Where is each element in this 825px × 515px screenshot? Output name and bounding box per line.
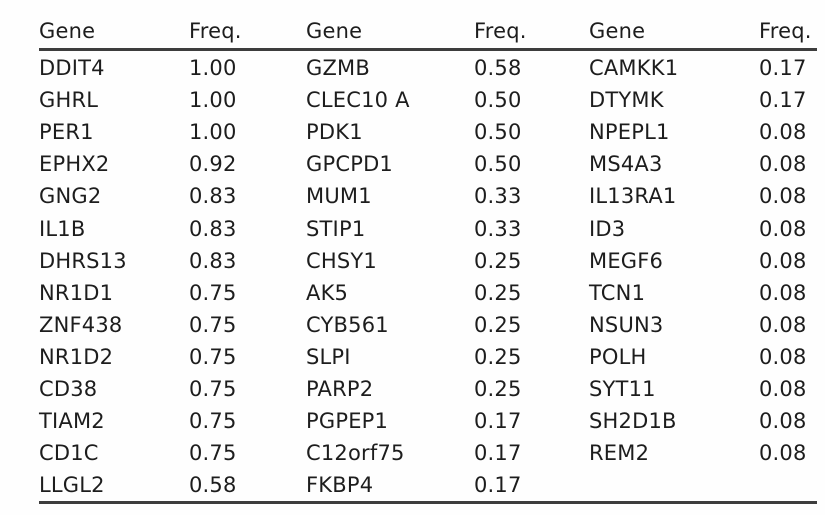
freq-cell: 0.08 bbox=[759, 120, 807, 145]
freq-cell: 0.08 bbox=[759, 409, 807, 434]
gene-cell: STIP1 bbox=[306, 216, 366, 241]
gene-cell: GZMB bbox=[306, 56, 370, 81]
freq-cell: 0.25 bbox=[474, 248, 522, 273]
gene-cell: MEGF6 bbox=[589, 248, 664, 273]
gene-cell: TCN1 bbox=[589, 280, 646, 305]
freq-cell: 0.17 bbox=[474, 441, 522, 466]
freq-cell: 0.17 bbox=[474, 473, 522, 498]
freq-cell: 0.25 bbox=[474, 376, 522, 401]
freq-cell: 0.83 bbox=[189, 248, 237, 273]
freq-cell: 0.17 bbox=[474, 409, 522, 434]
column-header-gene-2: Gene bbox=[306, 19, 363, 43]
freq-cell: 0.58 bbox=[189, 473, 237, 498]
freq-cell: 0.92 bbox=[189, 152, 237, 177]
gene-cell: REM2 bbox=[589, 441, 650, 466]
freq-cell: 1.00 bbox=[189, 88, 237, 113]
gene-cell: CD38 bbox=[39, 376, 98, 401]
gene-cell: DHRS13 bbox=[39, 248, 127, 273]
freq-cell: 0.75 bbox=[189, 409, 237, 434]
gene-cell: POLH bbox=[589, 344, 647, 369]
freq-cell: 0.17 bbox=[759, 56, 807, 81]
gene-cell: PER1 bbox=[39, 120, 94, 145]
gene-cell: TIAM2 bbox=[39, 409, 105, 434]
freq-cell bbox=[759, 469, 817, 501]
gene-cell: PARP2 bbox=[306, 376, 374, 401]
gene-cell: ZNF438 bbox=[39, 312, 123, 337]
gene-cell: DTYMK bbox=[589, 88, 664, 113]
gene-cell: NPEPL1 bbox=[589, 120, 670, 145]
freq-cell: 1.00 bbox=[189, 120, 237, 145]
freq-cell: 0.50 bbox=[474, 88, 522, 113]
bottom-rule bbox=[39, 501, 817, 504]
gene-cell: IL13RA1 bbox=[589, 184, 677, 209]
gene-cell: IL1B bbox=[39, 216, 86, 241]
freq-cell: 0.08 bbox=[759, 376, 807, 401]
gene-cell: GNG2 bbox=[39, 184, 102, 209]
gene-cell: CLEC10 A bbox=[306, 88, 410, 113]
column-header-freq-1: Freq. bbox=[189, 19, 242, 43]
column-header-freq-2: Freq. bbox=[474, 19, 527, 43]
gene-cell: SH2D1B bbox=[589, 409, 677, 434]
column-header-gene-3: Gene bbox=[589, 19, 646, 43]
freq-cell: 0.75 bbox=[189, 441, 237, 466]
gene-cell: C12orf75 bbox=[306, 441, 405, 466]
table-body: DDIT4 1.00 GZMB 0.58 CAMKK1 0.17 GHRL 1.00 CLEC1… bbox=[39, 51, 817, 501]
freq-cell: 0.08 bbox=[759, 280, 807, 305]
gene-cell: SYT11 bbox=[589, 376, 656, 401]
freq-cell: 0.50 bbox=[474, 120, 522, 145]
column-header-gene-1: Gene bbox=[39, 19, 96, 43]
gene-cell: NSUN3 bbox=[589, 312, 664, 337]
gene-cell: EPHX2 bbox=[39, 152, 110, 177]
freq-cell: 0.08 bbox=[759, 152, 807, 177]
freq-cell: 0.08 bbox=[759, 312, 807, 337]
column-header-freq-3: Freq. bbox=[759, 19, 812, 43]
freq-cell: 0.75 bbox=[189, 280, 237, 305]
gene-cell: MUM1 bbox=[306, 184, 372, 209]
freq-cell: 0.25 bbox=[474, 312, 522, 337]
freq-cell: 0.33 bbox=[474, 216, 522, 241]
gene-cell: GHRL bbox=[39, 88, 99, 113]
gene-cell: LLGL2 bbox=[39, 473, 105, 498]
gene-cell: CHSY1 bbox=[306, 248, 377, 273]
freq-cell: 0.83 bbox=[189, 216, 237, 241]
freq-cell: 0.17 bbox=[759, 88, 807, 113]
header-rule bbox=[39, 48, 817, 51]
freq-cell: 0.08 bbox=[759, 248, 807, 273]
gene-cell: CAMKK1 bbox=[589, 56, 679, 81]
gene-cell: AK5 bbox=[306, 280, 349, 305]
freq-cell: 0.75 bbox=[189, 312, 237, 337]
gene-cell: NR1D2 bbox=[39, 344, 114, 369]
gene-cell: NR1D1 bbox=[39, 280, 114, 305]
gene-cell: PDK1 bbox=[306, 120, 363, 145]
freq-cell: 0.50 bbox=[474, 152, 522, 177]
table-header-row: Gene Freq. Gene Freq. Gene Freq. bbox=[39, 0, 817, 48]
gene-cell: PGPEP1 bbox=[306, 409, 389, 434]
freq-cell: 0.08 bbox=[759, 184, 807, 209]
freq-cell: 1.00 bbox=[189, 56, 237, 81]
gene-cell: SLPI bbox=[306, 344, 351, 369]
freq-cell: 0.08 bbox=[759, 344, 807, 369]
gene-cell: CD1C bbox=[39, 441, 99, 466]
freq-cell: 0.33 bbox=[474, 184, 522, 209]
gene-frequency-table: Gene Freq. Gene Freq. Gene Freq. DDIT4 1.… bbox=[39, 0, 817, 504]
freq-cell: 0.25 bbox=[474, 344, 522, 369]
freq-cell: 0.08 bbox=[759, 216, 807, 241]
freq-cell: 0.83 bbox=[189, 184, 237, 209]
gene-cell: MS4A3 bbox=[589, 152, 663, 177]
freq-cell: 0.25 bbox=[474, 280, 522, 305]
gene-cell bbox=[589, 469, 759, 501]
freq-cell: 0.08 bbox=[759, 441, 807, 466]
freq-cell: 0.75 bbox=[189, 344, 237, 369]
freq-cell: 0.75 bbox=[189, 376, 237, 401]
gene-cell: GPCPD1 bbox=[306, 152, 393, 177]
gene-cell: CYB561 bbox=[306, 312, 389, 337]
gene-cell: ID3 bbox=[589, 216, 626, 241]
freq-cell: 0.58 bbox=[474, 56, 522, 81]
gene-cell: DDIT4 bbox=[39, 56, 105, 81]
gene-cell: FKBP4 bbox=[306, 473, 374, 498]
